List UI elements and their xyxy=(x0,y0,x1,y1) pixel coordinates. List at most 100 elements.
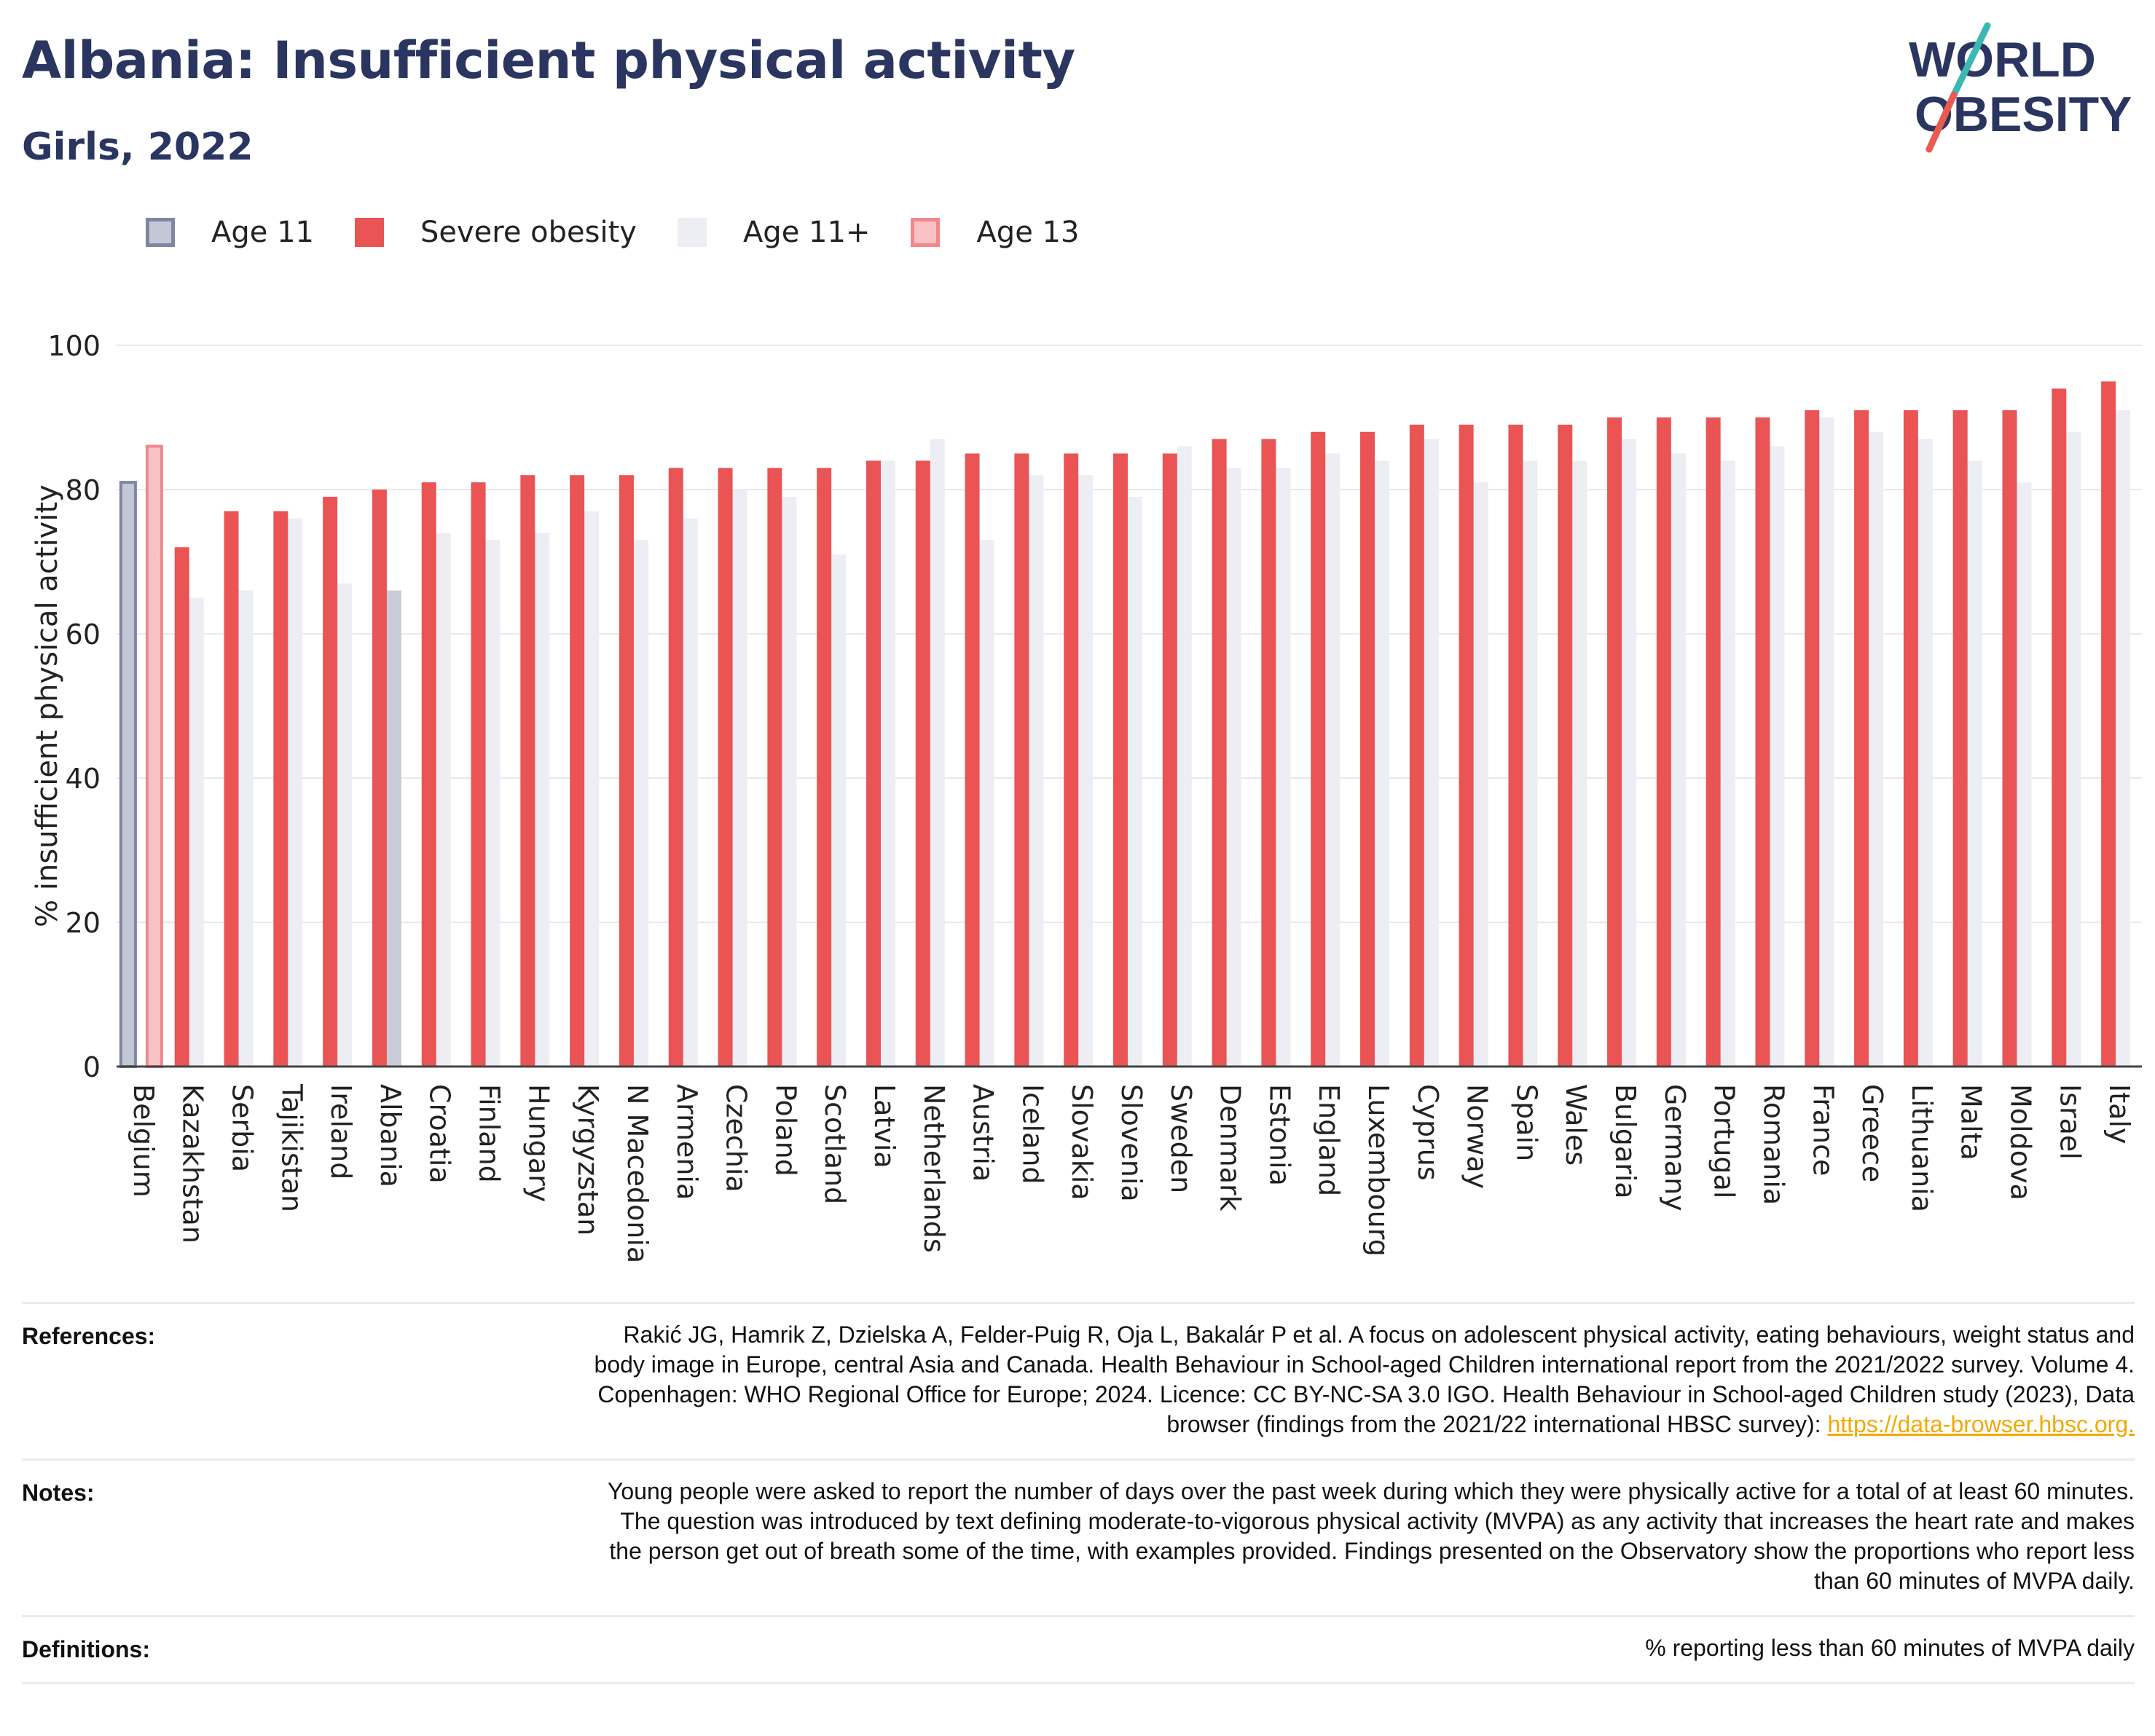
y-tick-label: 40 xyxy=(66,763,101,795)
bar-severe-obesity xyxy=(1360,431,1375,1067)
y-axis-label: % insufficient physical activity xyxy=(31,484,64,927)
bar-severe-obesity xyxy=(174,547,189,1067)
bar-age-11-plus xyxy=(288,518,303,1067)
bar-severe-obesity xyxy=(372,490,387,1067)
bar-age-11-plus xyxy=(1276,468,1291,1067)
x-tick-label: Romania xyxy=(1757,1084,1789,1205)
x-tick-label: Poland xyxy=(769,1084,801,1177)
bar-severe-obesity xyxy=(915,460,930,1067)
x-tick-label: Hungary xyxy=(522,1084,554,1202)
world-obesity-logo: WORLD OBESITY xyxy=(1909,22,2132,153)
bar-severe-obesity xyxy=(1607,417,1622,1067)
bar-severe-obesity xyxy=(865,460,881,1067)
x-tick-label: Scotland xyxy=(819,1084,851,1204)
bar-age-11-plus xyxy=(535,533,550,1067)
bar-severe-obesity xyxy=(1459,424,1474,1067)
x-tick-label: Slovakia xyxy=(1066,1084,1098,1201)
legend-swatch-age-13 xyxy=(911,218,941,247)
bar-severe-obesity xyxy=(1705,417,1721,1067)
chart-footer: References: Rakić JG, Hamrik Z, Dzielska… xyxy=(22,1302,2135,1684)
bar-age-11-plus xyxy=(1917,439,1933,1067)
bar-severe-obesity xyxy=(817,468,832,1067)
bar-age-11-plus xyxy=(436,533,451,1067)
bar-age-11-plus xyxy=(633,540,648,1067)
x-tick-label: Albania xyxy=(374,1084,407,1187)
bar-age-11-plus xyxy=(1572,460,1587,1067)
bar-age-11-plus xyxy=(2017,482,2032,1067)
references-link[interactable]: https://data-browser.hbsc.org. xyxy=(1827,1411,2135,1437)
bar-age-11-plus xyxy=(1128,496,1142,1067)
bar-severe-obesity xyxy=(224,511,239,1067)
x-tick-label: Serbia xyxy=(227,1084,259,1172)
bar-severe-obesity xyxy=(1014,453,1029,1067)
x-tick-label: Netherlands xyxy=(918,1084,950,1253)
bar-age-11-plus xyxy=(1029,475,1044,1067)
x-tick-label: Czechia xyxy=(721,1084,753,1193)
bar-severe-obesity xyxy=(1656,417,1671,1067)
page-subtitle: Girls, 2022 xyxy=(22,125,254,169)
bar-severe-obesity xyxy=(520,475,535,1067)
x-tick-label: Bulgaria xyxy=(1609,1084,1641,1199)
bar-severe-obesity xyxy=(2101,381,2116,1067)
bar-age-11-plus xyxy=(782,496,797,1067)
x-tick-label: Italy xyxy=(2103,1084,2135,1144)
bar-age-11-plus xyxy=(1523,460,1538,1067)
bar-age-11-plus xyxy=(1325,453,1341,1067)
bar-severe-obesity xyxy=(1508,424,1523,1067)
legend-label-severe-obesity: Severe obesity xyxy=(420,216,637,249)
legend-item-age-13[interactable]: Age 13 xyxy=(911,216,1079,249)
legend-item-severe-obesity[interactable]: Severe obesity xyxy=(354,216,637,249)
bar-age-11-plus xyxy=(683,518,698,1067)
y-tick-label: 60 xyxy=(66,618,101,651)
bar-chart: 0 20 40 60 80 100 % insufficient physical acti… xyxy=(31,330,2142,1263)
bar-severe-obesity xyxy=(965,453,980,1067)
bar-severe-obesity xyxy=(1854,410,1869,1067)
x-tick-label: Sweden xyxy=(1165,1084,1197,1193)
x-tick-label: Lithuania xyxy=(1906,1084,1938,1212)
x-tick-label: Greece xyxy=(1856,1084,1888,1182)
bar-age-11-plus xyxy=(1226,468,1241,1067)
x-tick-label: Germany xyxy=(1659,1084,1691,1211)
bar-age-11-plus xyxy=(337,583,353,1067)
x-tick-label: Norway xyxy=(1461,1084,1493,1189)
x-tick-label: Malta xyxy=(1955,1084,1987,1160)
notes-text: Young people were asked to report the nu… xyxy=(608,1478,2135,1594)
bar-age-11-plus xyxy=(238,590,254,1067)
definitions-text: % reporting less than 60 minutes of MVPA… xyxy=(1645,1635,2135,1661)
legend-item-age-11[interactable]: Age 11 xyxy=(146,216,314,249)
references-text: Rakić JG, Hamrik Z, Dzielska A, Felder-P… xyxy=(590,1320,2135,1440)
definitions-label: Definitions: xyxy=(22,1636,150,1662)
bar-age-11-plus xyxy=(1424,439,1439,1067)
legend-item-age-11-plus[interactable]: Age 11+ xyxy=(677,216,871,249)
bar-age-11-plus xyxy=(979,540,994,1067)
x-tick-label: Luxembourg xyxy=(1362,1084,1394,1257)
bar-severe-obesity xyxy=(718,468,733,1067)
bar-severe-obesity xyxy=(1162,453,1177,1067)
bar-severe-obesity xyxy=(1113,453,1128,1067)
bar-age-11-plus xyxy=(1078,475,1094,1067)
x-tick-label: Denmark xyxy=(1214,1084,1247,1211)
chart-legend: Age 11 Severe obesity Age 11+ Age 13 xyxy=(146,216,1120,249)
bar-severe-obesity xyxy=(1311,431,1326,1067)
bar-severe-obesity xyxy=(619,475,634,1067)
bar-age-11-plus xyxy=(1770,446,1785,1067)
bar-severe-obesity xyxy=(570,475,585,1067)
page-title: Albania: Insufficient physical activity xyxy=(22,31,1075,90)
x-tick-label: France xyxy=(1807,1084,1839,1176)
x-tick-label: Estonia xyxy=(1263,1084,1295,1186)
x-tick-label: Austria xyxy=(967,1084,1000,1182)
x-tick-label: Spain xyxy=(1510,1084,1542,1161)
x-tick-label: Kyrgyzstan xyxy=(572,1084,604,1236)
bar-severe-obesity xyxy=(421,482,436,1067)
bar-severe-obesity xyxy=(1952,410,1968,1067)
logo-line1: WORLD xyxy=(1909,32,2096,87)
bar-severe-obesity xyxy=(2052,388,2067,1067)
bar-severe-obesity xyxy=(668,468,683,1067)
bar-severe-obesity xyxy=(1558,424,1573,1067)
bar-age-11-plus xyxy=(584,511,600,1067)
bar-severe-obesity xyxy=(1805,410,1820,1067)
bar-severe-obesity xyxy=(1903,410,1918,1067)
x-tick-label: Wales xyxy=(1560,1084,1592,1166)
bar-age-11-plus xyxy=(2066,431,2081,1067)
legend-label-age-11-plus: Age 11+ xyxy=(742,216,871,249)
